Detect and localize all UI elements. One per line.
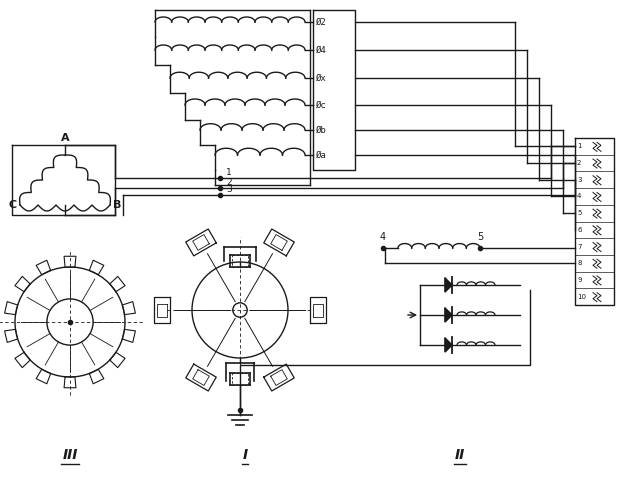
Text: 6: 6 <box>577 227 582 233</box>
Text: B: B <box>113 200 122 210</box>
Text: 7: 7 <box>577 243 582 250</box>
Text: 5: 5 <box>477 232 483 242</box>
Text: C: C <box>9 200 17 210</box>
Text: Øb: Øb <box>316 125 327 135</box>
Text: III: III <box>62 448 77 462</box>
Text: 4: 4 <box>577 194 582 199</box>
Text: 10: 10 <box>577 294 586 300</box>
Text: 2: 2 <box>226 178 232 187</box>
Text: 9: 9 <box>577 277 582 283</box>
Polygon shape <box>445 278 452 292</box>
Text: Ø4: Ø4 <box>316 46 327 55</box>
Text: 2: 2 <box>577 160 582 166</box>
Text: II: II <box>455 448 465 462</box>
Text: 4: 4 <box>380 232 386 242</box>
Text: A: A <box>61 133 69 143</box>
Text: 8: 8 <box>577 260 582 266</box>
Polygon shape <box>445 308 452 322</box>
Text: 1: 1 <box>226 168 232 177</box>
Text: Øx: Øx <box>316 73 327 82</box>
Text: 3: 3 <box>226 185 232 194</box>
Text: 5: 5 <box>577 210 582 216</box>
Text: 3: 3 <box>577 177 582 183</box>
Text: Øa: Øa <box>316 150 327 160</box>
Text: I: I <box>243 448 248 462</box>
Polygon shape <box>445 338 452 352</box>
Text: Ø2: Ø2 <box>316 18 327 26</box>
Text: Øc: Øc <box>316 101 327 110</box>
Text: 1: 1 <box>577 143 582 149</box>
